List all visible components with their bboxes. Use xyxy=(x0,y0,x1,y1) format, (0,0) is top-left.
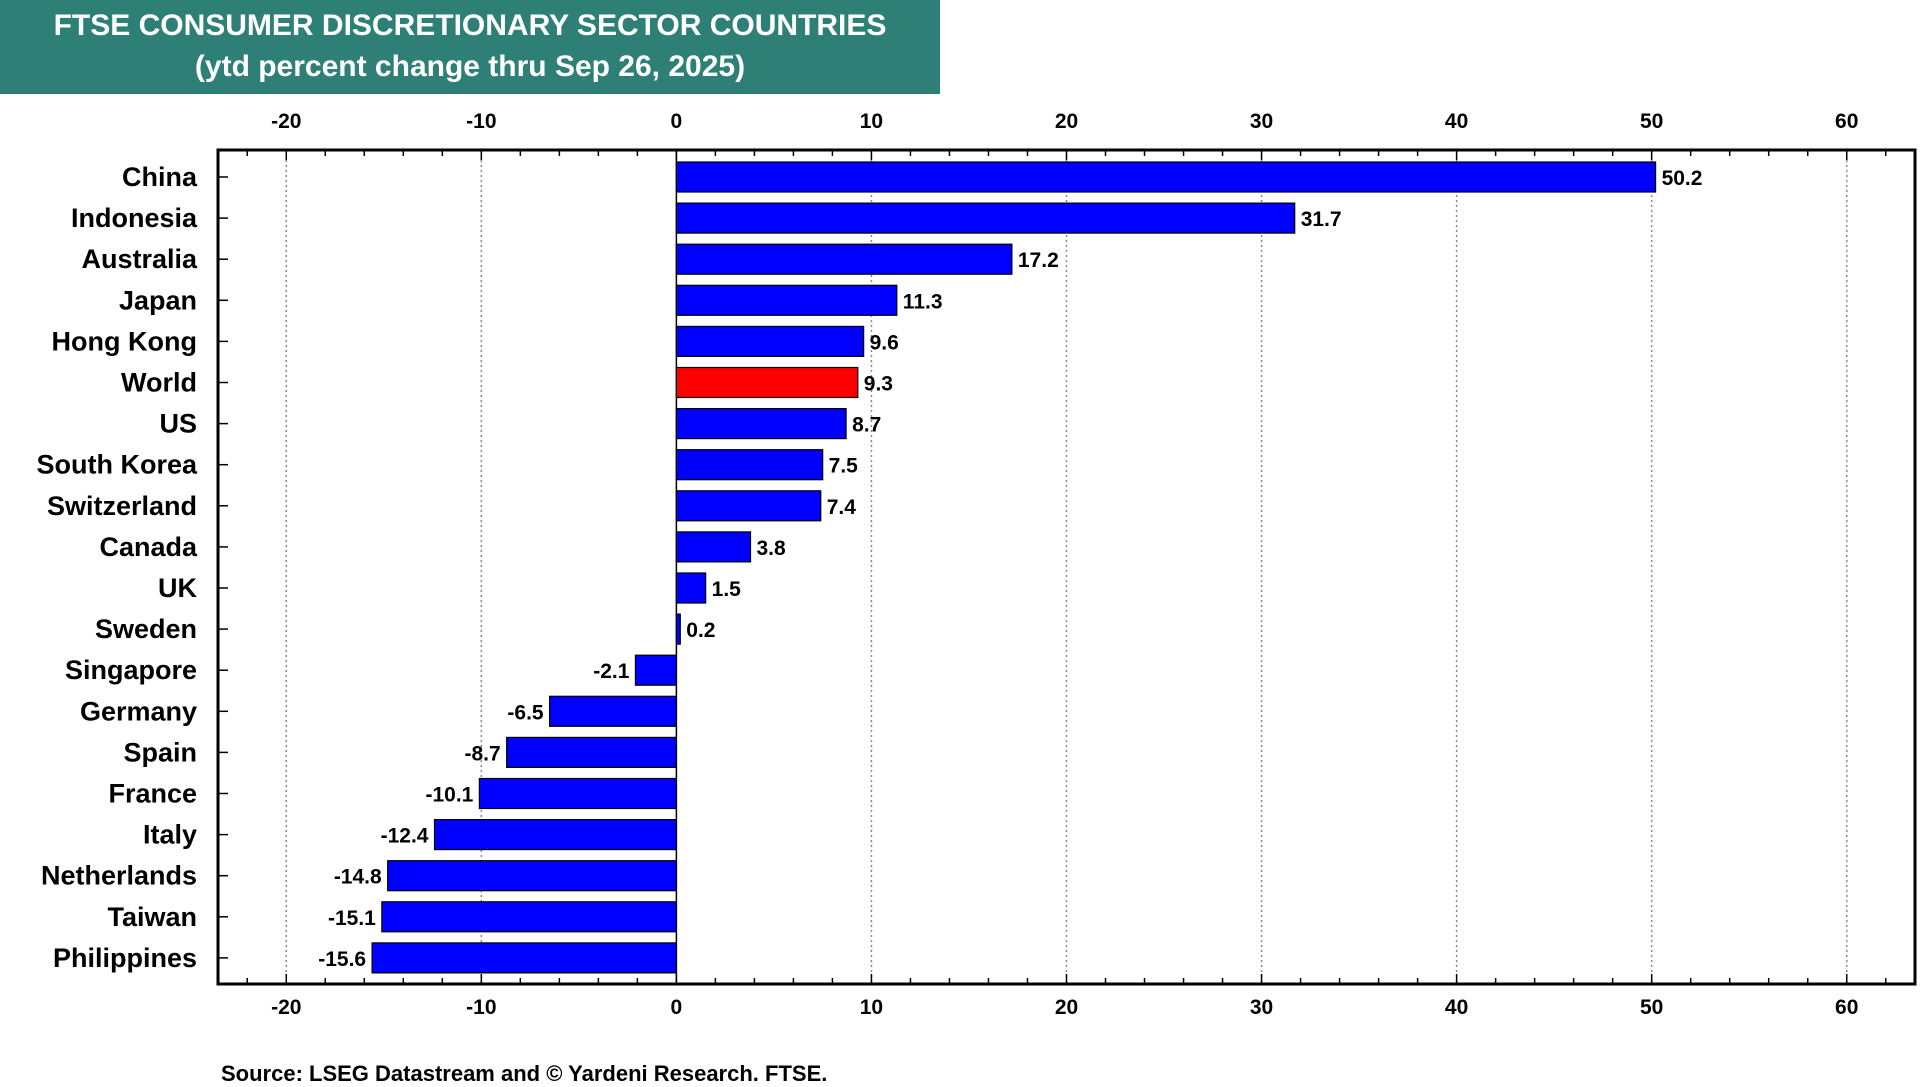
category-label: Italy xyxy=(143,820,197,850)
category-label: France xyxy=(108,779,197,809)
bar-world xyxy=(675,366,859,399)
value-label: -10.1 xyxy=(426,784,474,807)
category-label: Sweden xyxy=(95,614,197,644)
bar-italy xyxy=(433,818,677,851)
chart-title: FTSE CONSUMER DISCRETIONARY SECTOR COUNT… xyxy=(53,9,887,42)
category-label: US xyxy=(159,409,197,439)
x-tick-label-top: 60 xyxy=(1835,110,1858,133)
bar-layer xyxy=(371,161,1657,974)
x-tick-label-top: 50 xyxy=(1640,110,1663,133)
chart-subtitle: (ytd percent change thru Sep 26, 2025) xyxy=(194,50,746,83)
tick-layer xyxy=(218,150,1887,984)
value-label: 17.2 xyxy=(1018,249,1059,272)
x-tick-label-bottom: -10 xyxy=(466,996,496,1019)
x-tick-label-top: -20 xyxy=(271,110,301,133)
value-label: -14.8 xyxy=(334,866,382,889)
grid-layer xyxy=(285,150,1848,984)
source-note: Source: LSEG Datastream and © Yardeni Re… xyxy=(221,1061,828,1086)
value-label: 9.3 xyxy=(864,373,893,396)
bar-taiwan xyxy=(381,901,677,933)
x-tick-label-top: 20 xyxy=(1055,110,1078,133)
x-tick-label-top: 40 xyxy=(1445,110,1468,133)
value-label: -15.1 xyxy=(328,907,376,930)
x-tick-label-bottom: -20 xyxy=(271,996,301,1019)
value-label: 11.3 xyxy=(903,290,943,313)
bar-switzerland xyxy=(675,490,822,522)
bar-netherlands xyxy=(387,860,677,892)
x-tick-label-bottom: 20 xyxy=(1055,996,1078,1019)
category-label: Germany xyxy=(80,696,197,726)
bar-france xyxy=(478,777,677,810)
value-label: 8.7 xyxy=(852,414,881,437)
bar-sweden xyxy=(675,613,681,645)
value-label: 9.6 xyxy=(870,331,899,354)
x-tick-label-bottom: 10 xyxy=(860,996,883,1019)
bar-japan xyxy=(675,284,898,316)
value-label: 31.7 xyxy=(1301,208,1342,231)
category-label: Taiwan xyxy=(107,902,197,932)
category-label: South Korea xyxy=(36,450,197,480)
bar-indonesia xyxy=(675,202,1296,234)
x-tick-label-top: 10 xyxy=(860,110,883,133)
x-tick-label-bottom: 0 xyxy=(671,996,683,1019)
bar-uk xyxy=(675,572,707,604)
value-label: 7.5 xyxy=(829,455,859,478)
category-label: Indonesia xyxy=(71,203,198,233)
category-label: UK xyxy=(158,573,197,603)
value-label: -2.1 xyxy=(593,660,630,683)
category-label: World xyxy=(121,368,197,398)
category-label: Australia xyxy=(81,244,198,274)
x-tick-label-top: 0 xyxy=(671,110,683,133)
x-tick-label-bottom: 60 xyxy=(1835,996,1858,1019)
bar-spain xyxy=(506,736,677,769)
value-label: -12.4 xyxy=(381,825,429,848)
x-tick-label-bottom: 30 xyxy=(1250,996,1273,1019)
bar-philippines xyxy=(371,942,677,974)
value-label: 7.4 xyxy=(827,496,857,519)
category-label: Japan xyxy=(119,285,197,315)
x-tick-label-top: 30 xyxy=(1250,110,1273,133)
category-label: Spain xyxy=(123,737,197,767)
value-label: 1.5 xyxy=(712,578,742,601)
category-label: Philippines xyxy=(53,943,197,973)
bar-germany xyxy=(548,695,677,727)
category-label: China xyxy=(122,162,198,192)
bar-australia xyxy=(675,243,1013,275)
bar-us xyxy=(675,408,847,440)
x-tick-label-bottom: 50 xyxy=(1640,996,1663,1019)
category-label: Singapore xyxy=(65,655,197,685)
bar-china xyxy=(675,161,1657,193)
value-label: 0.2 xyxy=(686,619,715,642)
category-label: Canada xyxy=(99,532,198,562)
bar-singapore xyxy=(634,654,677,686)
chart-title-box: FTSE CONSUMER DISCRETIONARY SECTOR COUNT… xyxy=(0,0,940,94)
x-tick-label-top: -10 xyxy=(466,110,496,133)
value-label: -6.5 xyxy=(507,701,544,724)
bar-south-korea xyxy=(675,449,824,481)
bar-hong-kong xyxy=(675,325,865,357)
value-label: -15.6 xyxy=(318,948,366,971)
category-label: Netherlands xyxy=(41,861,197,891)
category-label: Switzerland xyxy=(47,491,197,521)
bar-canada xyxy=(675,531,752,563)
category-label: Hong Kong xyxy=(52,326,197,356)
x-tick-label-bottom: 40 xyxy=(1445,996,1468,1019)
value-label: -8.7 xyxy=(464,742,500,765)
value-label: 3.8 xyxy=(757,537,787,560)
label-layer: -20 -20 -10 -10 0 0 10 10 20 20 30 30 40 40 50 50 60 60 Ch… xyxy=(36,110,1858,1019)
value-label: 50.2 xyxy=(1662,167,1703,190)
